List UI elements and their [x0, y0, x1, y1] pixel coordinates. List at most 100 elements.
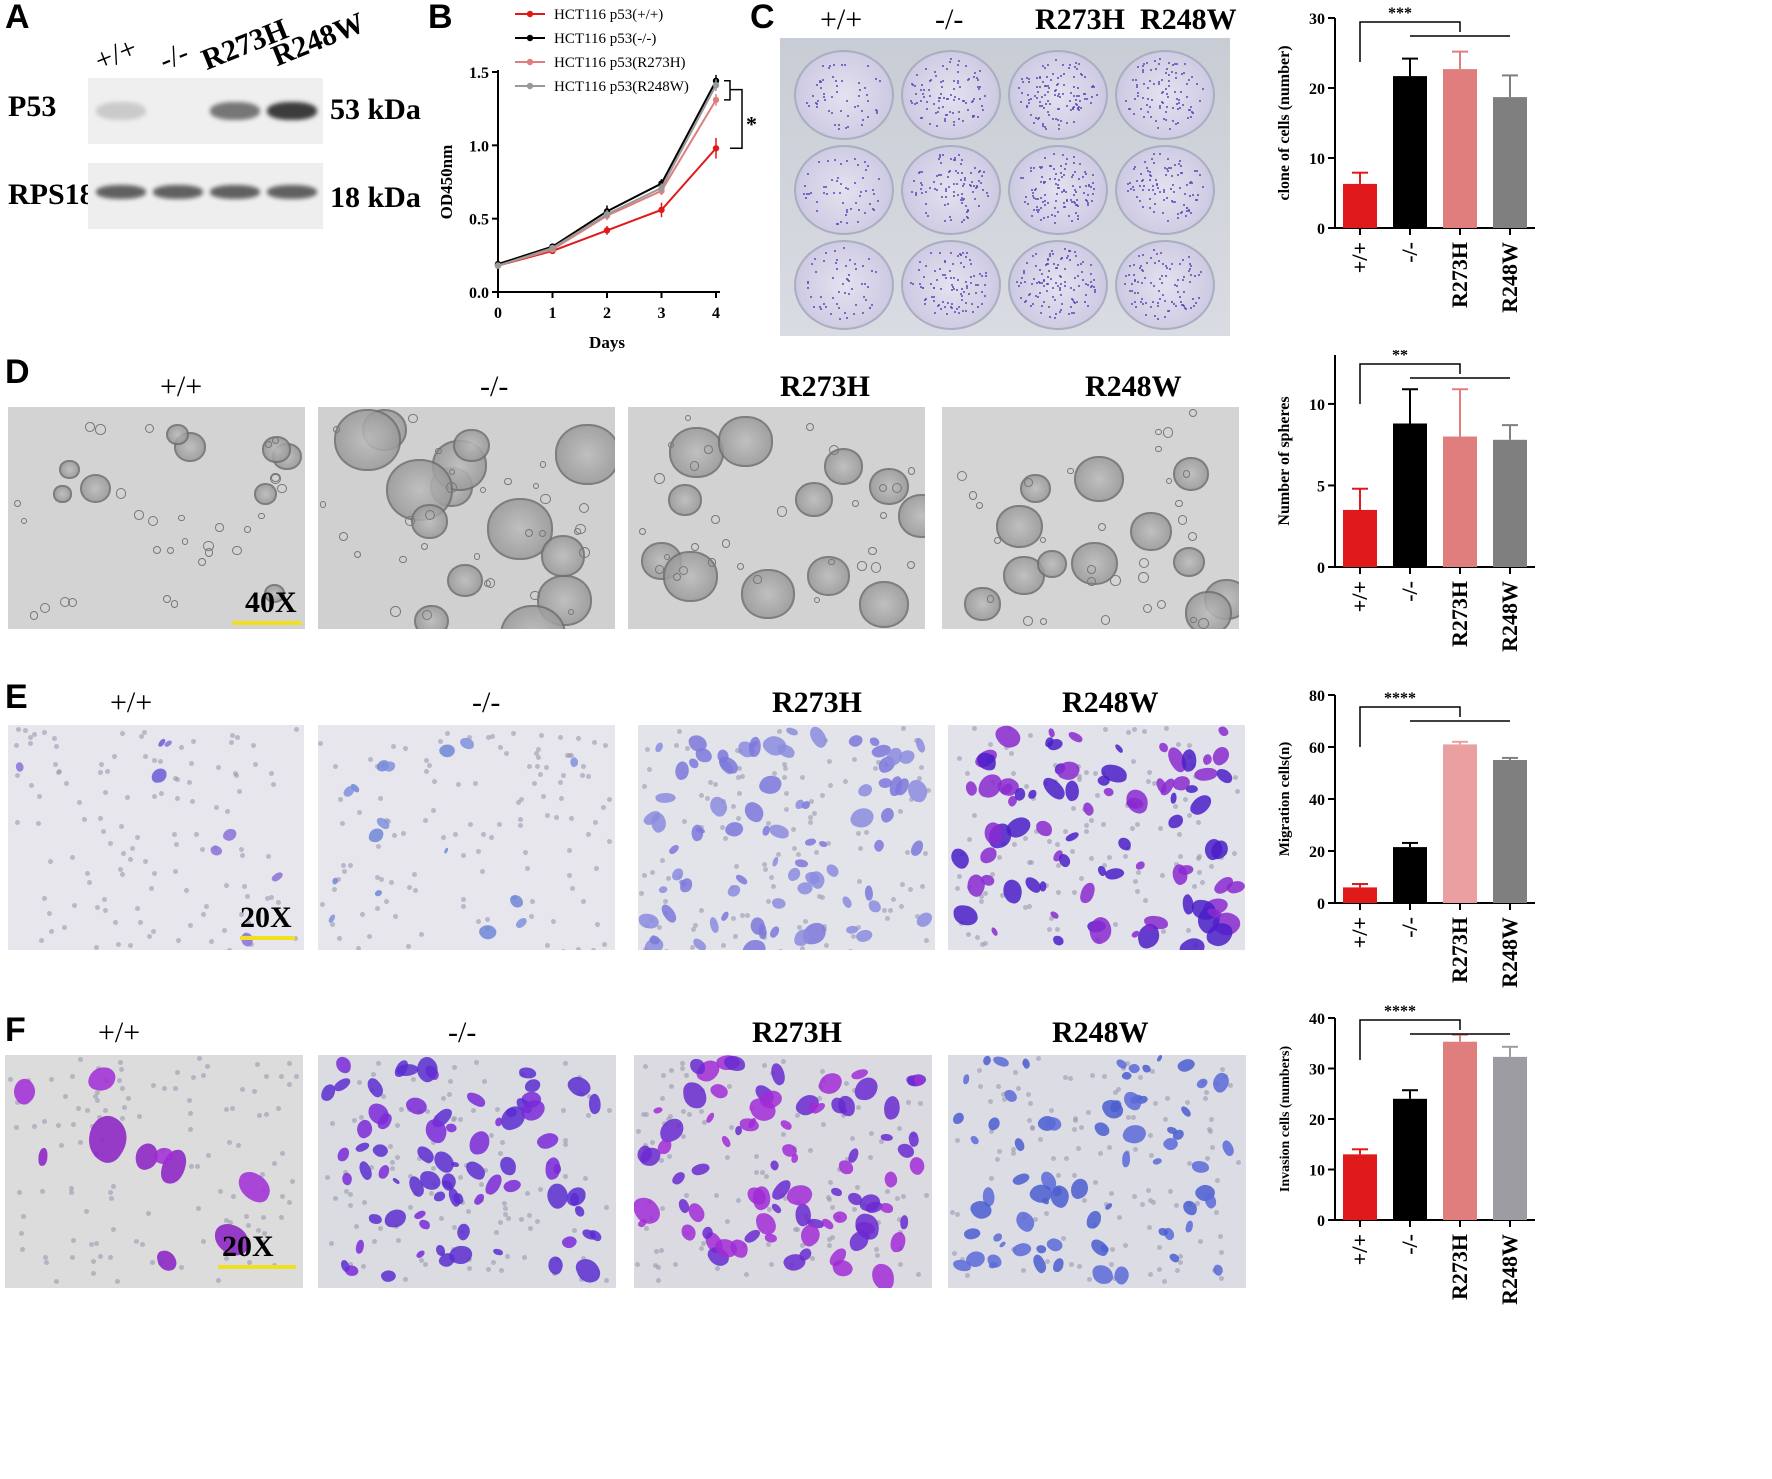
colony-dot — [832, 296, 835, 299]
colony-dot — [935, 175, 938, 178]
colony-dot — [1046, 75, 1048, 78]
membrane-pore — [488, 835, 494, 841]
membrane-pore — [281, 916, 287, 922]
stained-cell — [690, 1160, 712, 1179]
colony-dot — [920, 183, 923, 186]
stained-cell — [453, 1221, 474, 1242]
membrane-pore — [899, 882, 905, 888]
membrane-pore — [515, 800, 521, 806]
colony-dot — [1059, 165, 1062, 168]
membrane-pore — [117, 1077, 123, 1083]
stained-cell — [1219, 1139, 1237, 1158]
data-point — [603, 227, 611, 234]
colony-dot — [1186, 207, 1189, 210]
colony-dot — [1022, 81, 1025, 84]
colony-dot — [858, 88, 861, 91]
membrane-pore — [488, 1133, 494, 1139]
membrane-pore — [62, 1094, 68, 1100]
colony-dot — [1045, 290, 1048, 293]
membrane-pore — [699, 1109, 704, 1115]
membrane-pore — [850, 933, 856, 939]
y-axis-label: Migration cells(n) — [1277, 742, 1293, 857]
single-cell — [152, 545, 161, 554]
membrane-pore — [952, 1251, 958, 1257]
membrane-pore — [956, 755, 962, 761]
colony-dot — [1158, 191, 1161, 194]
colony-dot — [856, 220, 859, 223]
y-tick-label: 10 — [1309, 1163, 1325, 1180]
membrane-pore — [194, 1163, 200, 1169]
colony-dot — [820, 86, 822, 89]
stained-cell — [705, 1111, 716, 1124]
stained-cell — [1052, 934, 1065, 947]
membrane-pore — [884, 1188, 890, 1194]
colony-dot — [1047, 201, 1050, 204]
colony-dot — [1059, 172, 1062, 175]
single-cell — [672, 572, 682, 582]
membrane-pore — [800, 1243, 806, 1249]
membrane-pore — [368, 1165, 374, 1171]
membrane-pore — [1072, 1117, 1078, 1123]
colony-dot — [920, 116, 923, 119]
colony-dot — [1056, 284, 1059, 287]
colony-dot — [1138, 185, 1141, 188]
colony-dot — [972, 99, 975, 102]
membrane-pore — [225, 808, 230, 814]
single-cell — [473, 553, 480, 560]
colony-dot — [970, 181, 973, 184]
y-tick-label: 1.5 — [469, 65, 489, 82]
colony-dot — [1070, 312, 1073, 315]
colony-dot — [1046, 257, 1049, 260]
membrane-pore — [699, 1245, 705, 1251]
colony-dot — [1162, 263, 1165, 266]
membrane-pore — [1001, 1096, 1007, 1102]
membrane-pore — [855, 925, 861, 931]
membrane-pore — [543, 764, 549, 770]
single-cell — [976, 502, 984, 510]
membrane-pore — [47, 911, 53, 917]
colony-dot — [963, 266, 966, 269]
membrane-pore — [680, 1066, 686, 1072]
stained-cell — [785, 726, 800, 736]
stained-cell — [1114, 1058, 1128, 1070]
colony-dot — [921, 117, 924, 120]
membrane-pore — [700, 1241, 706, 1247]
colony-dot — [968, 77, 971, 80]
membrane-pore — [1174, 1203, 1180, 1209]
membrane-pore — [51, 736, 57, 742]
bar — [1343, 183, 1377, 228]
colony-dot — [1155, 120, 1158, 123]
membrane-pore — [766, 1207, 772, 1213]
membrane-pore — [722, 835, 728, 841]
membrane-pore — [117, 866, 123, 872]
blot-size-label: 18 kDa — [330, 181, 421, 214]
colony-dot — [1038, 208, 1041, 211]
colony-dot — [1034, 265, 1037, 268]
colony-dot — [1172, 190, 1175, 193]
colony-dot — [957, 63, 960, 66]
membrane-pore — [70, 854, 76, 860]
colony-dot — [940, 85, 943, 88]
colony-dot — [976, 116, 979, 119]
colony-dot — [1076, 274, 1079, 277]
colony-dot — [1169, 187, 1172, 190]
membrane-pore — [1191, 883, 1197, 889]
membrane-pore — [867, 1155, 873, 1161]
membrane-pore — [1126, 1114, 1132, 1120]
colony-dot — [1085, 97, 1088, 100]
stained-cell — [560, 1232, 580, 1252]
colony-dot — [1190, 106, 1193, 109]
membrane-pore — [1084, 769, 1090, 775]
membrane-pore — [394, 1122, 400, 1128]
colony-dot — [957, 111, 960, 114]
stained-cell — [741, 799, 767, 824]
colony-dot — [1141, 253, 1144, 256]
colony-dot — [1019, 101, 1022, 104]
image-label: R273H — [772, 686, 862, 719]
colony-dot — [1153, 211, 1155, 214]
colony-dot — [972, 190, 975, 193]
membrane-pore — [765, 821, 771, 827]
colony-dot — [1073, 201, 1076, 204]
colony-dot — [1056, 211, 1059, 214]
membrane-pore — [558, 780, 564, 786]
